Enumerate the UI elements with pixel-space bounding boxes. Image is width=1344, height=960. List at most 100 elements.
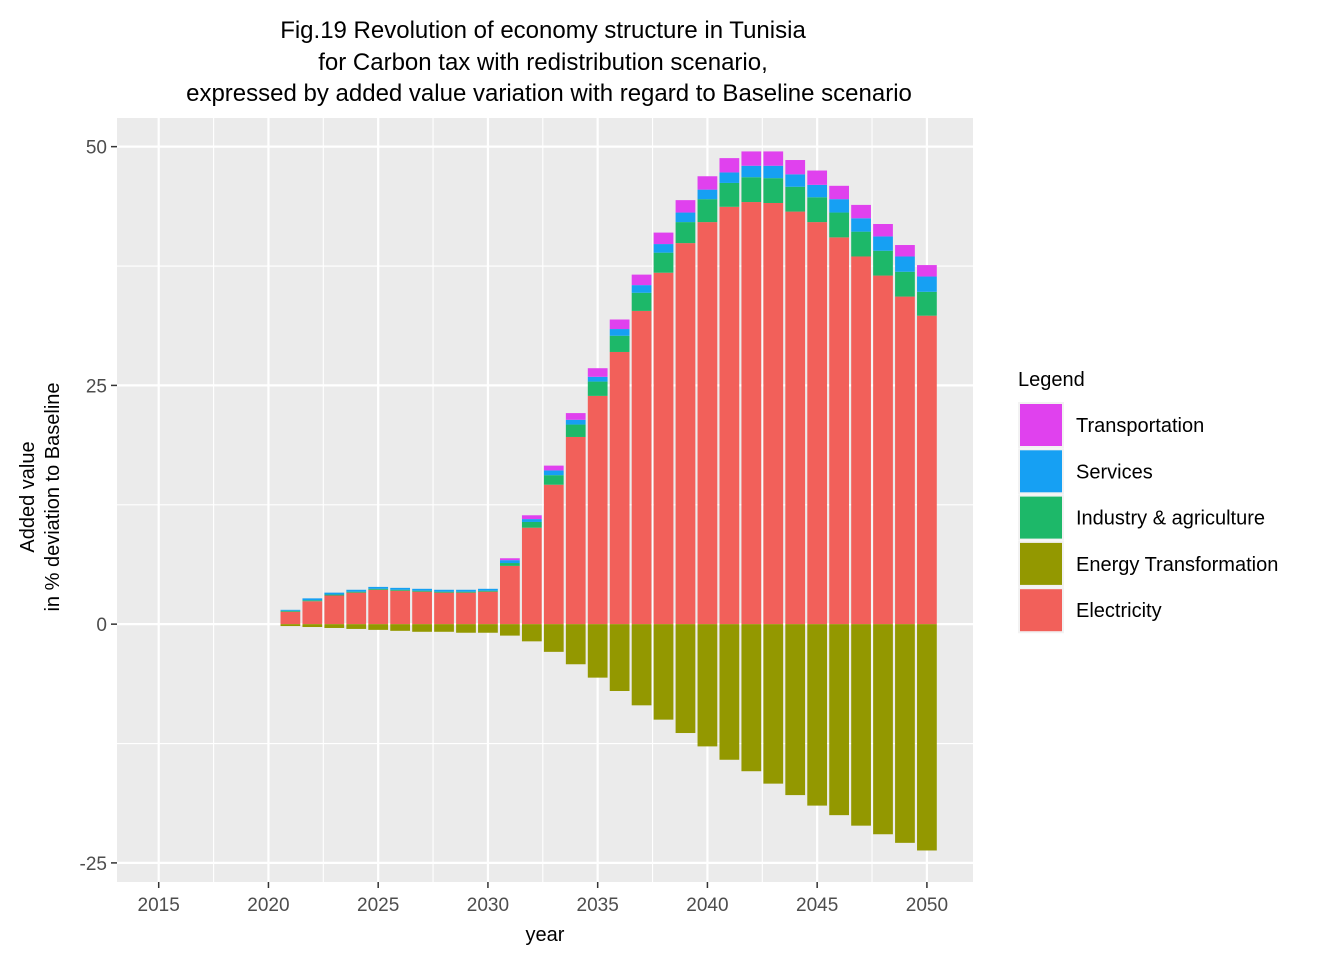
legend-swatch-electricity — [1020, 589, 1062, 632]
bar-energy-transformation-2037 — [631, 624, 652, 706]
bar-electricity-2050 — [917, 315, 937, 625]
bar-energy-transformation-2047 — [851, 624, 871, 826]
bar-energy-transformation-2027 — [412, 624, 432, 632]
bar-transportation-2033 — [543, 465, 564, 471]
bar-electricity-2033 — [543, 484, 564, 625]
bar-industry-agriculture-2034 — [565, 424, 586, 437]
bar-energy-transformation-2031 — [500, 624, 520, 636]
x-tick-label: 2040 — [686, 895, 728, 916]
bar-energy-transformation-2026 — [390, 624, 411, 631]
bar-transportation-2038 — [653, 232, 674, 245]
bar-electricity-2039 — [675, 243, 696, 625]
bar-transportation-2050 — [917, 265, 937, 277]
bar-energy-transformation-2024 — [346, 624, 367, 629]
bar-energy-transformation-2043 — [763, 624, 784, 784]
bar-services-2043 — [763, 165, 784, 179]
y-axis-title-line-2: in % deviation to Baseline — [42, 382, 64, 611]
y-axis-title: Added value in % deviation to Baseline — [17, 382, 64, 611]
bar-industry-agriculture-2037 — [631, 292, 652, 311]
bar-energy-transformation-2046 — [829, 624, 849, 816]
y-tick-label: 50 — [86, 138, 107, 159]
bar-energy-transformation-2022 — [302, 624, 323, 628]
legend-swatch-energy-transformation — [1020, 542, 1062, 585]
bar-industry-agriculture-2028 — [434, 591, 454, 593]
bar-energy-transformation-2040 — [697, 624, 718, 747]
bar-industry-agriculture-2045 — [807, 197, 828, 223]
bar-electricity-2046 — [829, 237, 849, 625]
bar-industry-agriculture-2029 — [456, 591, 476, 593]
bar-industry-agriculture-2021 — [280, 610, 301, 612]
bar-energy-transformation-2050 — [917, 624, 937, 851]
bar-services-2035 — [587, 376, 608, 382]
legend-label-energy-transformation: Energy Transformation — [1076, 554, 1278, 576]
bar-services-2024 — [346, 589, 367, 592]
legend-swatch-industry-agriculture — [1020, 496, 1062, 539]
bar-electricity-2034 — [565, 436, 586, 625]
bar-energy-transformation-2023 — [324, 624, 345, 628]
bar-transportation-2034 — [565, 413, 586, 420]
bar-industry-agriculture-2038 — [653, 252, 674, 273]
bar-services-2045 — [807, 184, 828, 198]
x-tick-label: 2025 — [357, 895, 399, 916]
bar-transportation-2045 — [807, 170, 828, 185]
bar-services-2039 — [675, 212, 696, 223]
bar-industry-agriculture-2026 — [390, 589, 411, 591]
bar-electricity-2044 — [785, 211, 806, 625]
bar-services-2034 — [565, 419, 586, 425]
bar-electricity-2035 — [587, 395, 608, 625]
bar-energy-transformation-2038 — [653, 624, 674, 720]
bar-industry-agriculture-2035 — [587, 381, 608, 396]
bar-electricity-2029 — [456, 592, 476, 625]
bar-industry-agriculture-2046 — [829, 212, 849, 238]
bar-energy-transformation-2021 — [280, 624, 301, 627]
bar-transportation-2035 — [587, 368, 608, 377]
bar-industry-agriculture-2030 — [478, 590, 498, 592]
bar-electricity-2045 — [807, 222, 828, 625]
bar-electricity-2042 — [741, 202, 762, 625]
bar-industry-agriculture-2033 — [543, 475, 564, 485]
bar-transportation-2046 — [829, 185, 849, 200]
bar-energy-transformation-2028 — [434, 624, 454, 632]
bar-transportation-2041 — [719, 158, 740, 173]
x-tick-label: 2030 — [467, 895, 509, 916]
bar-industry-agriculture-2039 — [675, 222, 696, 244]
bar-transportation-2042 — [741, 151, 762, 166]
bar-industry-agriculture-2032 — [521, 521, 542, 528]
bar-services-2032 — [521, 519, 542, 522]
bar-transportation-2049 — [895, 245, 915, 257]
bar-electricity-2023 — [324, 595, 345, 625]
bar-industry-agriculture-2049 — [895, 271, 915, 297]
bar-industry-agriculture-2036 — [609, 335, 630, 352]
bar-energy-transformation-2025 — [368, 624, 389, 630]
bar-transportation-2040 — [697, 176, 718, 190]
x-axis: 2015 2020 2025 2030 2035 2040 2045 2050 — [138, 882, 948, 916]
bars — [280, 151, 937, 851]
x-axis-title: year — [526, 924, 565, 946]
bar-services-2041 — [719, 172, 740, 183]
bar-transportation-2039 — [675, 200, 696, 213]
bar-services-2050 — [917, 276, 937, 292]
bar-services-2022 — [302, 598, 323, 601]
bar-transportation-2032 — [521, 515, 542, 520]
legend-swatch-services — [1020, 450, 1062, 493]
bar-energy-transformation-2033 — [543, 624, 564, 652]
bar-services-2031 — [500, 560, 520, 564]
bar-electricity-2038 — [653, 272, 674, 625]
bar-industry-agriculture-2041 — [719, 182, 740, 207]
bar-services-2030 — [478, 588, 498, 591]
bar-electricity-2036 — [609, 351, 630, 625]
bar-energy-transformation-2030 — [478, 624, 498, 633]
bar-industry-agriculture-2023 — [324, 594, 345, 596]
bar-industry-agriculture-2050 — [917, 291, 937, 316]
bar-electricity-2031 — [500, 565, 520, 625]
legend-label-transportation: Transportation — [1076, 415, 1204, 437]
legend: Legend Transportation Services Industry & … — [1018, 369, 1278, 634]
bar-electricity-2032 — [521, 527, 542, 625]
y-tick-label: 25 — [86, 376, 107, 397]
bar-services-2028 — [434, 589, 454, 592]
bar-energy-transformation-2035 — [587, 624, 608, 678]
bar-services-2047 — [851, 218, 871, 232]
bar-services-2037 — [631, 285, 652, 293]
bar-transportation-2031 — [500, 558, 520, 561]
